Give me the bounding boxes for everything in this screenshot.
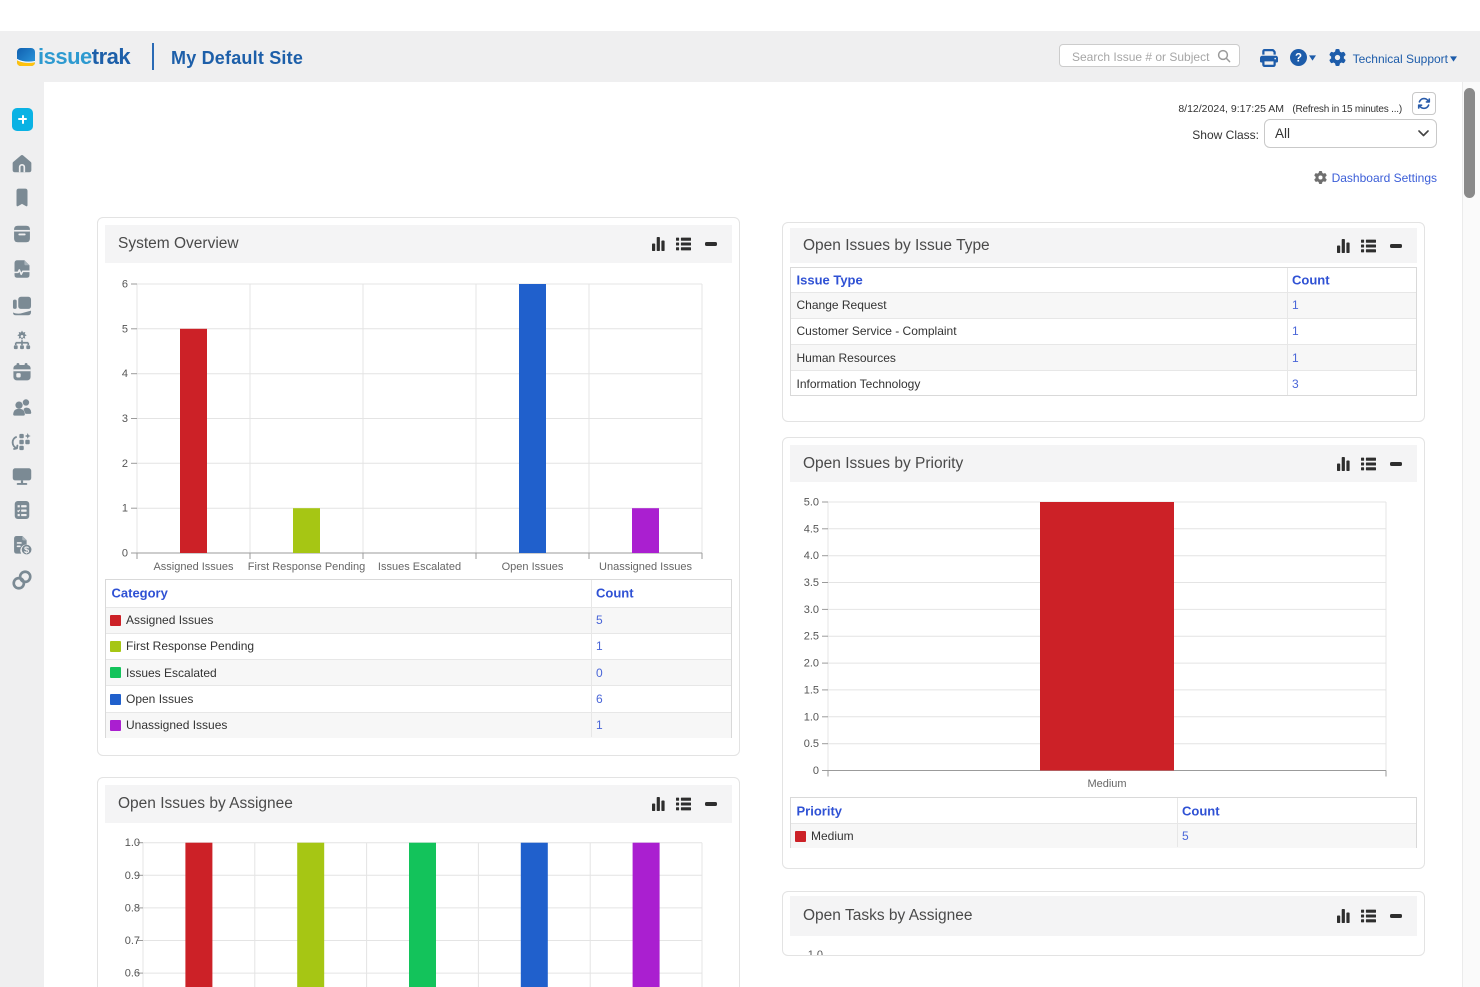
svg-text:5.0: 5.0: [804, 497, 819, 509]
svg-text:Medium: Medium: [1087, 778, 1126, 790]
svg-text:3.0: 3.0: [804, 604, 819, 616]
svg-text:Open Issues: Open Issues: [502, 561, 564, 573]
svg-text:1: 1: [122, 503, 128, 515]
svg-text:0.5: 0.5: [804, 738, 819, 750]
svg-text:Unassigned Issues: Unassigned Issues: [599, 561, 692, 573]
svg-text:$: $: [24, 545, 30, 555]
svg-text:4.0: 4.0: [804, 550, 819, 562]
svg-text:First Response Pending: First Response Pending: [248, 561, 365, 573]
svg-text:Issues Escalated: Issues Escalated: [378, 561, 461, 573]
svg-text:6: 6: [122, 279, 128, 291]
svg-text:0: 0: [122, 548, 128, 560]
svg-text:2: 2: [122, 458, 128, 470]
svg-text:1.0: 1.0: [125, 837, 140, 849]
svg-text:3: 3: [122, 413, 128, 425]
svg-text:0.9: 0.9: [125, 870, 140, 882]
svg-text:5: 5: [122, 323, 128, 335]
svg-text:2.0: 2.0: [804, 658, 819, 670]
svg-text:Assigned Issues: Assigned Issues: [153, 561, 234, 573]
svg-text:?: ?: [1295, 53, 1302, 65]
svg-text:1.0: 1.0: [804, 711, 819, 723]
svg-text:2.5: 2.5: [804, 631, 819, 643]
svg-text:0.6: 0.6: [125, 968, 140, 980]
svg-text:0: 0: [813, 765, 819, 777]
svg-text:4.5: 4.5: [804, 523, 819, 535]
svg-text:0.8: 0.8: [125, 902, 140, 914]
svg-text:1.5: 1.5: [804, 684, 819, 696]
svg-text:3.5: 3.5: [804, 577, 819, 589]
svg-text:0.7: 0.7: [125, 935, 140, 947]
svg-text:4: 4: [122, 368, 128, 380]
